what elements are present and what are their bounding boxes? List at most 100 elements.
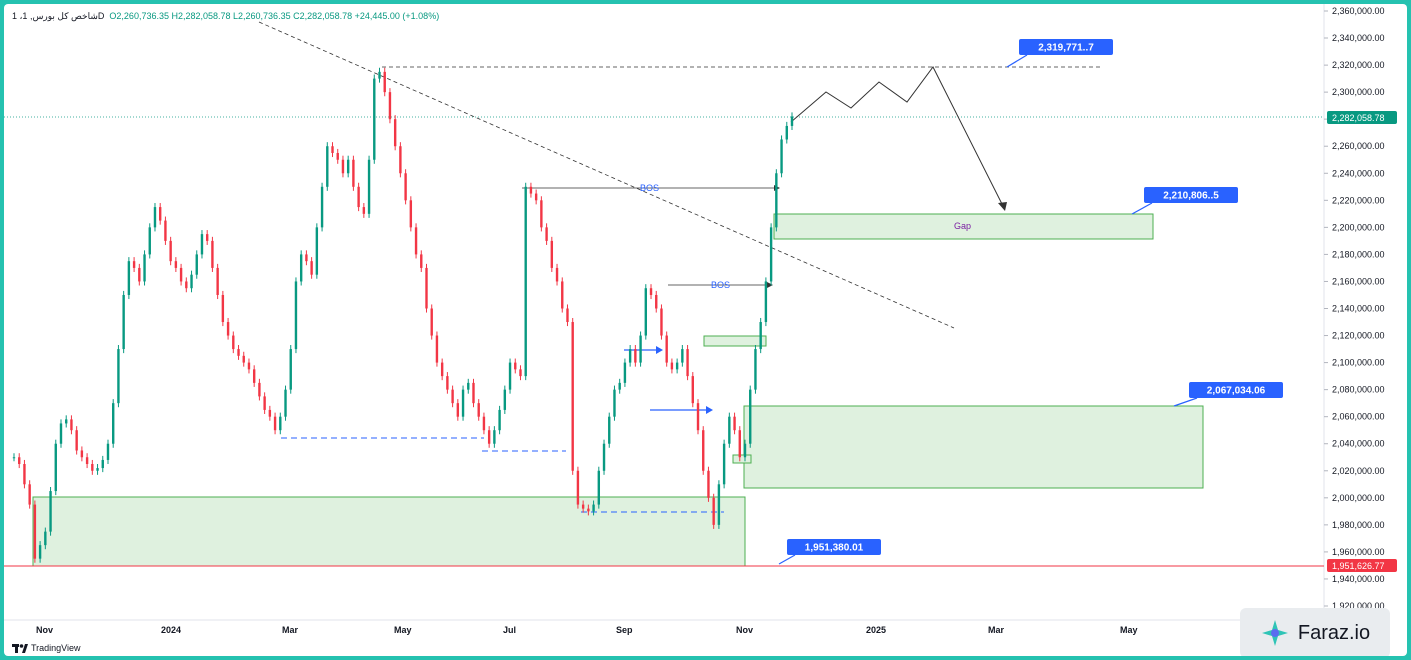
candle-body [185,281,188,289]
price-tick-label: 2,120,000.00 [1332,331,1385,341]
candle-body [12,457,16,459]
candle-body [613,389,616,417]
candle-body [367,159,371,214]
candle-body [665,335,668,363]
candle-body [733,416,736,431]
time-tick-label: 2025 [866,625,886,635]
candle-body [498,409,501,431]
candle-body [221,294,225,323]
candle-body [205,234,209,241]
current-price-badge-text: 2,282,058.78 [1332,113,1385,123]
price-tick-label: 2,020,000.00 [1332,466,1385,476]
time-tick-label: Nov [36,625,53,635]
candle-body [649,288,653,295]
candle-body [284,389,287,417]
time-tick-label: Mar [988,625,1005,635]
candle-body [581,504,585,509]
gap-callout-text: 2,210,806..5 [1163,191,1219,202]
candle-body [623,362,627,383]
candle-body [273,416,277,431]
trendline [258,21,955,329]
candle-body [237,349,240,356]
candle-body [472,382,475,404]
candle-body [23,464,26,485]
candle-body [451,389,454,404]
candle-body [461,389,465,417]
price-tick-label: 1,980,000.00 [1332,520,1385,530]
candle-body [409,200,413,228]
candle-body [430,308,433,336]
candle-body [211,240,214,268]
candle-body [440,362,444,377]
candle-body [670,362,674,370]
candle-body [769,227,773,282]
price-tick-label: 2,340,000.00 [1332,33,1385,43]
candle-body [707,470,710,498]
demand-zone-mid [743,405,1204,489]
candle-body [336,152,339,160]
candle-body [414,227,418,255]
candle-body [728,416,731,444]
candle-body [101,459,104,469]
candle-body [759,322,762,350]
candle-body [159,207,162,221]
candle-body [200,234,204,255]
candle-body [164,220,167,241]
candle-body [258,382,261,397]
candle-body [179,267,183,282]
candle-body [561,281,564,309]
bos-arrowhead-2 [767,282,773,288]
candle-body [634,349,637,363]
candle-body [545,227,548,241]
price-tick-label: 2,300,000.00 [1332,87,1385,97]
tradingview-label: TradingView [31,643,81,653]
zone-callout-text: 2,067,034.06 [1207,386,1266,397]
candle-body [717,484,721,525]
candle-body [388,92,392,120]
time-tick-label: 2024 [161,625,181,635]
candle-body [420,254,423,268]
candle-body [404,173,407,201]
candle-body [153,207,157,228]
candle-body [702,430,705,471]
candle-body [226,322,230,336]
candle-body [775,173,778,228]
candle-body [65,419,68,424]
time-tick-label: Mar [282,625,299,635]
candle-body [247,362,251,370]
candle-body [790,116,794,126]
candle-body [660,308,663,336]
candle-body [216,267,219,295]
candle-body [117,349,120,404]
candle-body [738,430,741,458]
candle-body [362,207,366,214]
candle-body [174,261,178,268]
time-tick-label: Jul [503,625,516,635]
time-tick-label: May [394,625,412,635]
gap-callout-pointer [1131,202,1153,215]
support-price-badge-text: 1,951,626.77 [1332,561,1385,571]
price-tick-label: 2,140,000.00 [1332,304,1385,314]
candle-body [28,484,31,505]
candle-body [722,443,726,485]
candle-body [456,403,460,417]
price-tick-label: 2,060,000.00 [1332,412,1385,422]
candle-body [393,119,397,147]
candle-body [310,261,313,275]
projection-path [790,66,1005,209]
candle-body [378,71,381,79]
faraz-watermark: Faraz.io [1240,608,1390,656]
candle-body [75,430,78,451]
chart-frame: 2,360,000.00 2,340,000.00 2,320,000.00 2,30… [4,4,1407,656]
candle-body [305,254,308,262]
tradingview-logo[interactable]: TradingView [12,643,81,653]
zone-callout-pointer [1173,397,1198,407]
demand-zone-low [32,496,746,567]
candle-body [242,355,245,363]
candle-body [341,159,345,174]
price-chart[interactable]: 2,360,000.00 2,340,000.00 2,320,000.00 2,30… [4,4,1407,656]
candle-body [190,274,193,289]
candle-body [785,125,788,140]
candle-body [529,186,533,194]
candle-body [106,443,110,460]
